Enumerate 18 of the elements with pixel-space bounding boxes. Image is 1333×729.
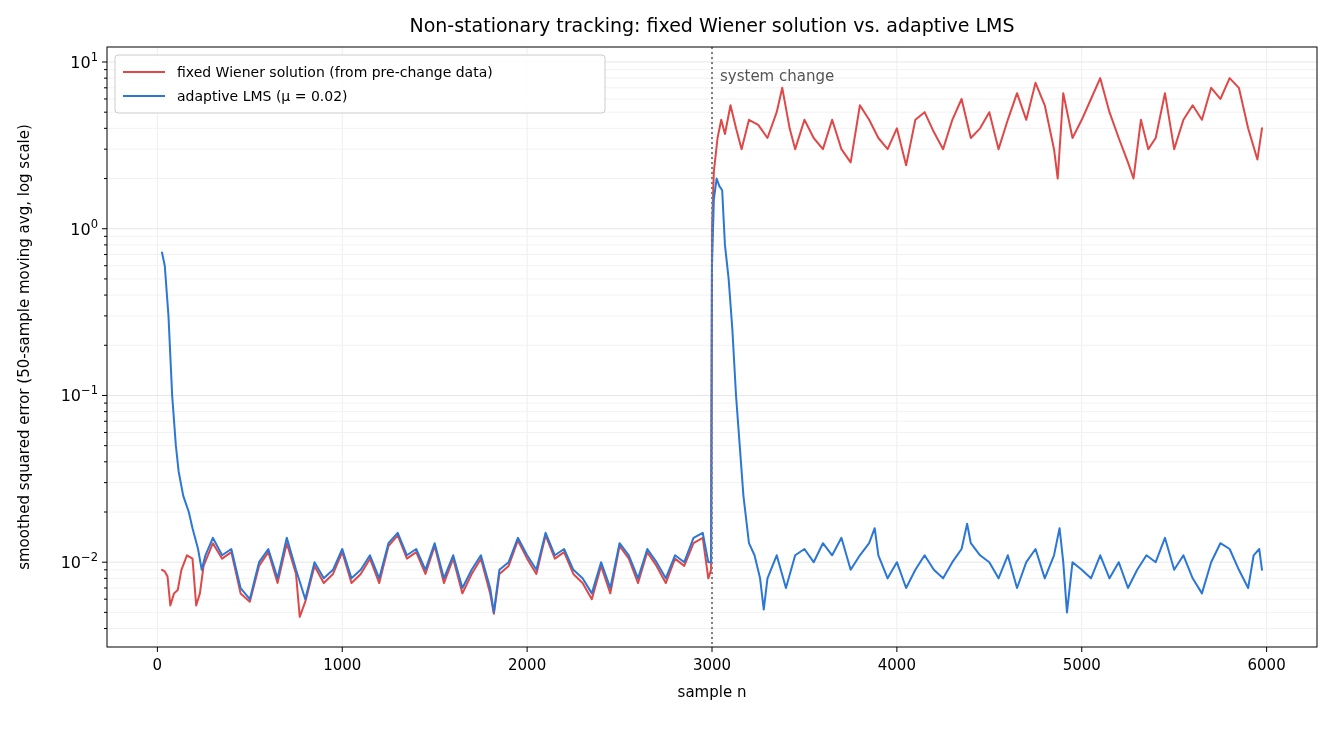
y-tick-label: 10$^{0}$ [70, 216, 98, 239]
x-tick-label: 4000 [877, 656, 916, 674]
x-tick-label: 3000 [692, 656, 732, 674]
y-tick-label: 10$^{−2}$ [60, 550, 98, 573]
chart-title: Non-stationary tracking: fixed Wiener solution vs. adaptive LMS [409, 14, 1015, 36]
ref-line-label: system change [720, 67, 835, 85]
x-tick-label: 1000 [323, 656, 362, 674]
x-tick-label: 6000 [1247, 656, 1286, 674]
legend-label: adaptive LMS (μ = 0.02) [177, 88, 348, 104]
line-series [161, 177, 1263, 614]
x-tick-label: 0 [152, 656, 163, 674]
y-tick-label: 10$^{1}$ [70, 49, 98, 72]
x-tick-label: 2000 [508, 656, 547, 674]
x-axis-title: sample n [677, 683, 747, 701]
y-tick-label: 10$^{−1}$ [60, 383, 98, 406]
x-tick-label: 5000 [1062, 656, 1101, 674]
y-axis-title: smoothed squared error (50-sample moving avg, log scale) [15, 124, 33, 570]
legend-label: fixed Wiener solution (from pre-change data) [177, 64, 493, 80]
